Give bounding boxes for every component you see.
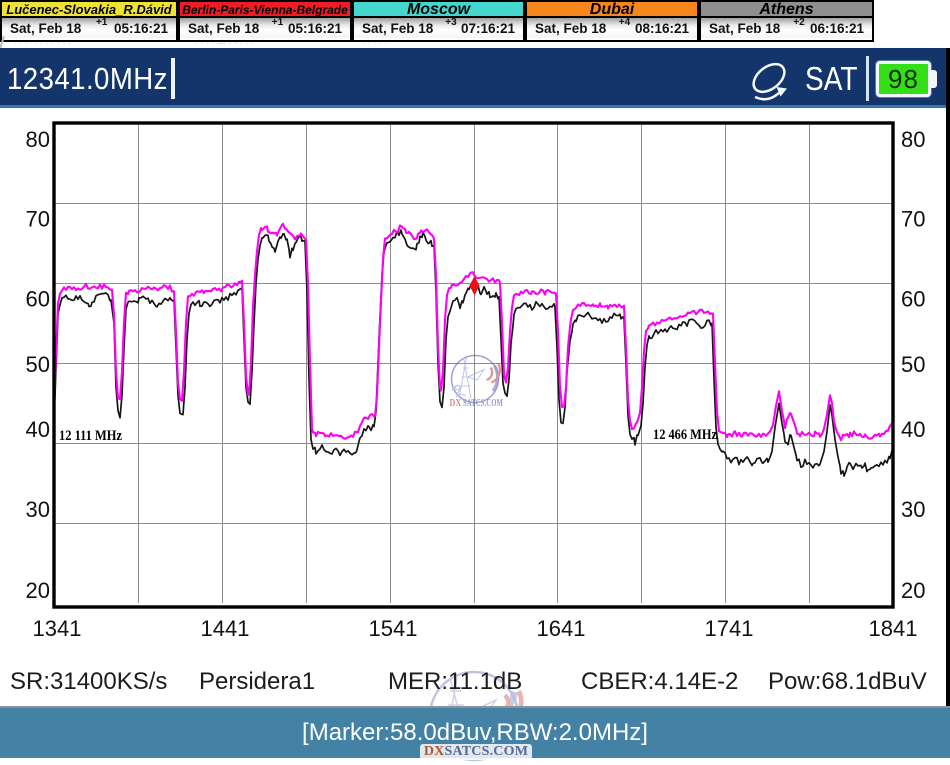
svg-text:60: 60 [901, 287, 925, 312]
svg-text:70: 70 [901, 207, 925, 232]
svg-text:50: 50 [26, 352, 50, 377]
svg-text:1641: 1641 [537, 616, 586, 641]
svg-text:80: 80 [901, 127, 925, 152]
svg-text:1441: 1441 [201, 616, 250, 641]
svg-text:20: 20 [26, 578, 50, 603]
svg-text:80: 80 [26, 127, 50, 152]
svg-text:30: 30 [901, 497, 925, 522]
svg-text:20: 20 [901, 578, 925, 603]
svg-text:12 466 MHz: 12 466 MHz [653, 427, 717, 443]
svg-text:70: 70 [26, 207, 50, 232]
svg-text:60: 60 [26, 287, 50, 312]
svg-text:12 111 MHz: 12 111 MHz [59, 428, 122, 444]
svg-text:1841: 1841 [869, 616, 918, 641]
svg-text:SATCS.COM: SATCS.COM [463, 398, 503, 409]
svg-text:1741: 1741 [705, 616, 754, 641]
svg-text:30: 30 [26, 497, 50, 522]
svg-text:1341: 1341 [33, 616, 82, 641]
svg-text:40: 40 [901, 417, 925, 442]
svg-text:DX: DX [450, 398, 462, 409]
svg-text:40: 40 [26, 417, 50, 442]
svg-text:1541: 1541 [369, 616, 418, 641]
svg-text:50: 50 [901, 352, 925, 377]
